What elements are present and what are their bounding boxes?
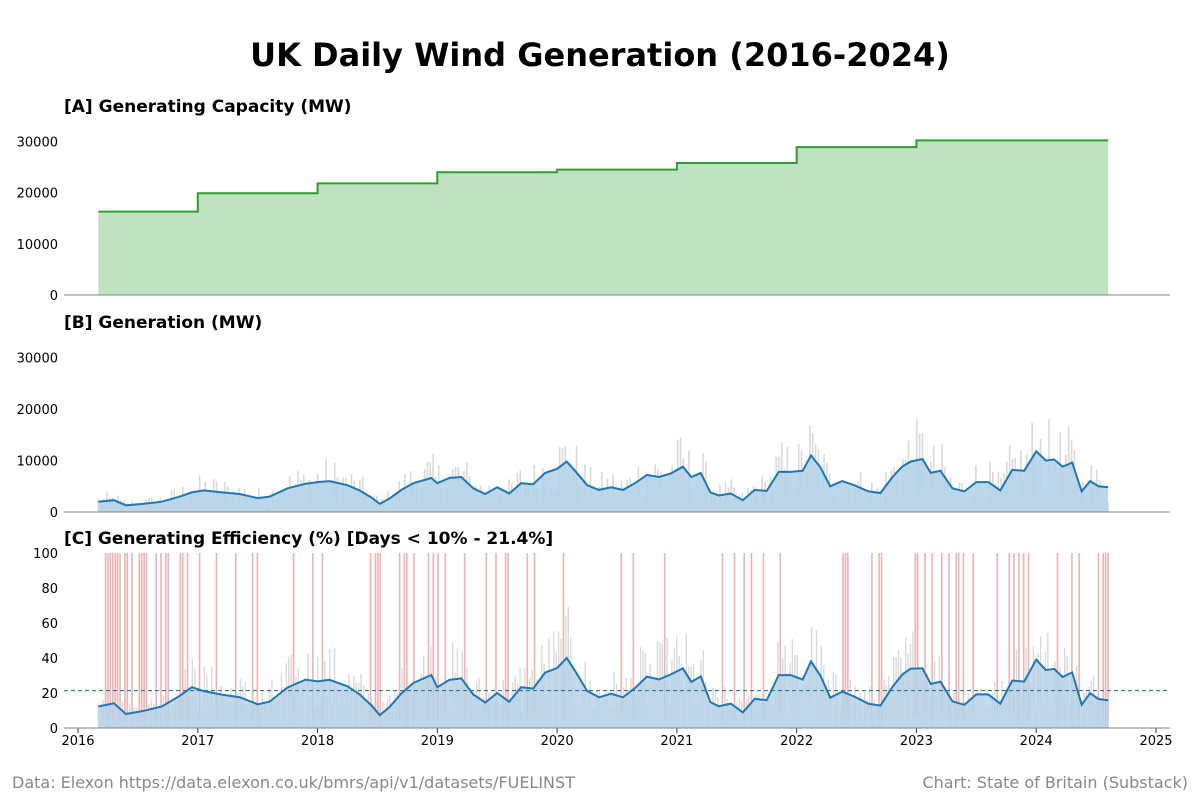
x-tick-label: 2019: [421, 734, 454, 749]
rolling-generation-area: [98, 451, 1109, 512]
y-tick-label: 20: [41, 687, 58, 702]
x-tick-label: 2020: [541, 734, 574, 749]
y-tick-label: 60: [41, 617, 58, 632]
chart-title: UK Daily Wind Generation (2016-2024): [250, 36, 950, 74]
rolling-efficiency-area: [98, 658, 1109, 728]
x-tick-label: 2025: [1139, 734, 1172, 749]
y-tick-label: 20000: [17, 187, 58, 202]
panel-c-title: [C] Generating Efficiency (%) [Days < 10…: [64, 529, 553, 549]
y-tick-label: 0: [50, 506, 58, 521]
y-tick-label: 80: [41, 582, 58, 597]
x-tick-label: 2021: [660, 734, 693, 749]
panel-generation: [B] Generation (MW) 0 10000 20000 30000: [17, 313, 1170, 521]
y-tick-label: 40: [41, 652, 58, 667]
rolling-efficiency-line: [98, 656, 1109, 717]
x-tick-label: 2022: [780, 734, 813, 749]
y-tick-label: 10000: [17, 238, 58, 253]
x-tick-label: 2017: [181, 734, 214, 749]
x-tick-label: 2023: [900, 734, 933, 749]
footer-source: Data: Elexon https://data.elexon.co.uk/b…: [12, 773, 575, 792]
y-tick-label: 10000: [17, 455, 58, 470]
capacity-area: [98, 140, 1109, 295]
y-tick-label: 0: [50, 722, 58, 737]
panel-a-title: [A] Generating Capacity (MW): [64, 97, 352, 117]
panel-efficiency: [C] Generating Efficiency (%) [Days < 10…: [33, 529, 1172, 749]
panel-b-title: [B] Generation (MW): [64, 313, 262, 333]
y-tick-label: 0: [50, 289, 58, 304]
rolling-generation-line: [98, 449, 1109, 507]
x-tick-label: 2018: [301, 734, 334, 749]
x-tick-label: 2024: [1020, 734, 1053, 749]
panel-capacity: [A] Generating Capacity (MW) 0 10000 20000…: [17, 97, 1170, 304]
capacity-line: [98, 139, 1109, 213]
y-tick-label: 30000: [17, 352, 58, 367]
y-tick-label: 100: [33, 547, 58, 562]
y-tick-label: 30000: [17, 135, 58, 150]
y-tick-label: 20000: [17, 403, 58, 418]
x-tick-label: 2016: [61, 734, 94, 749]
footer-credit: Chart: State of Britain (Substack): [922, 773, 1188, 792]
